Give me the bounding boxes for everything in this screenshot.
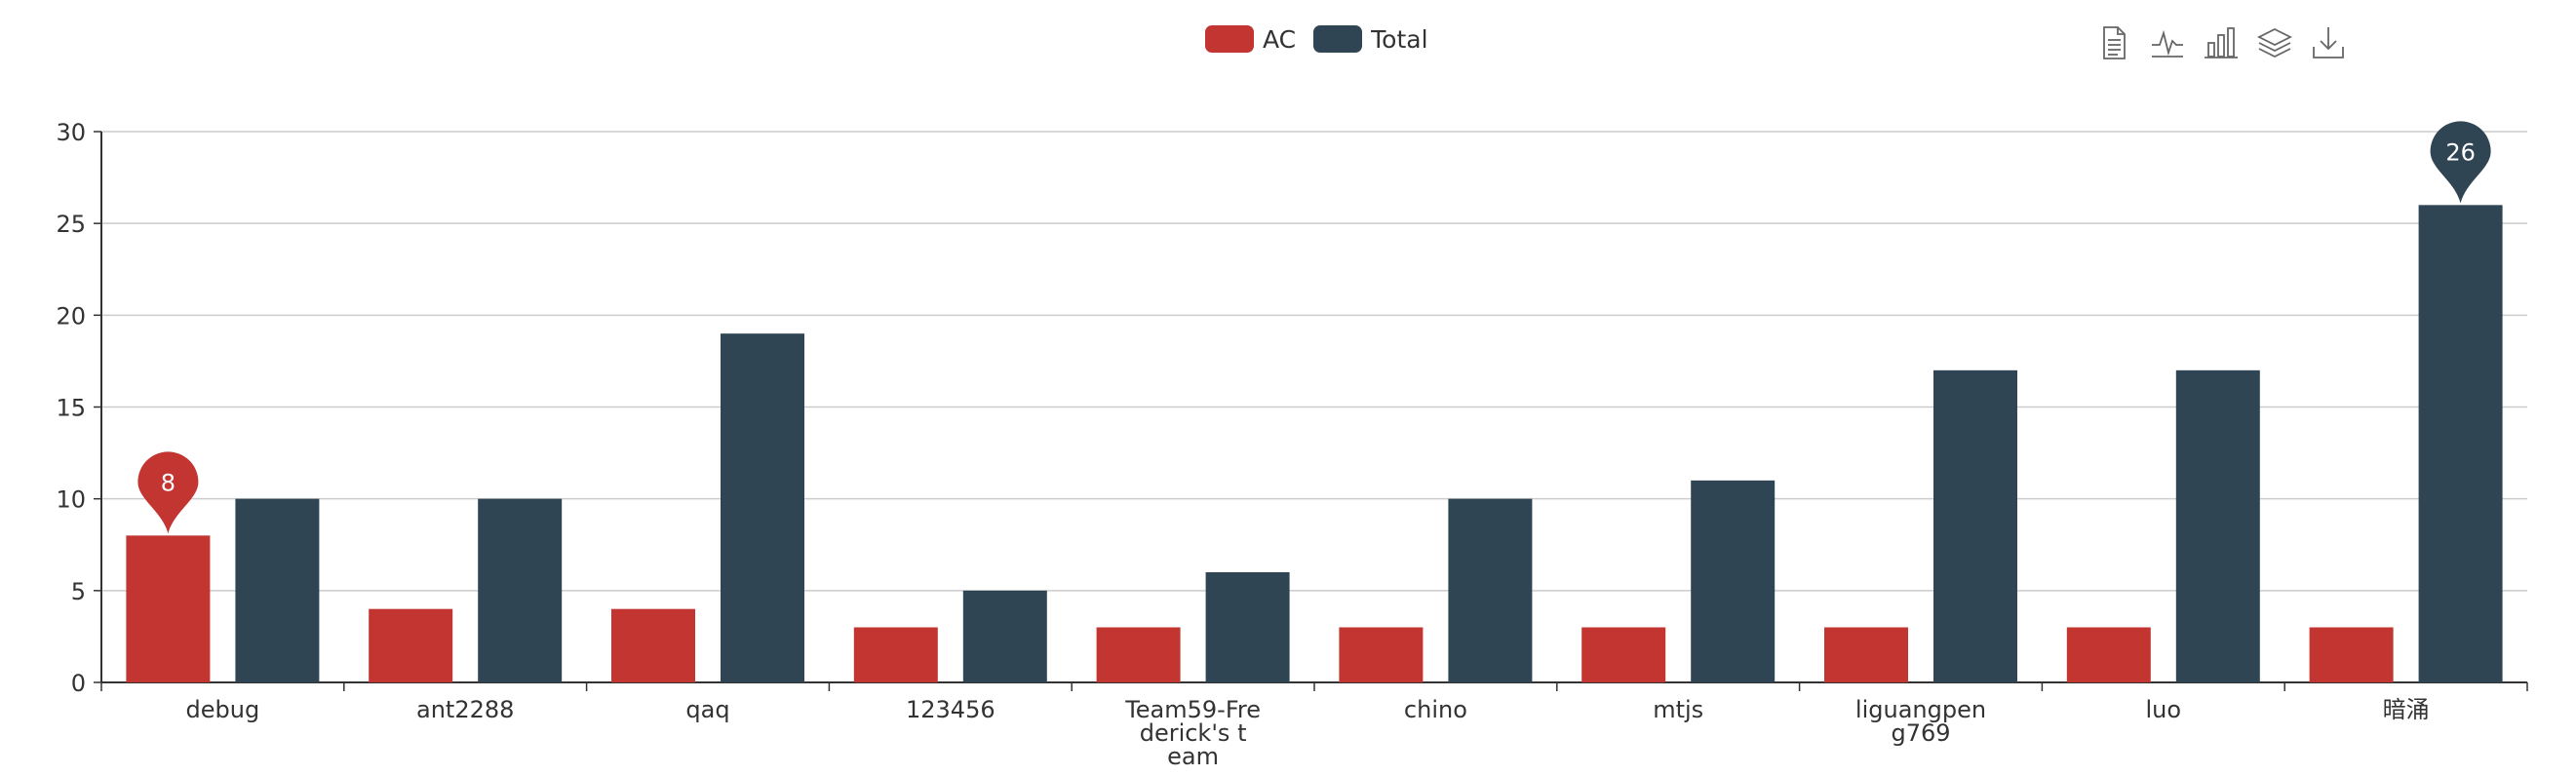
bar-total: [1691, 480, 1776, 682]
y-tick-label: 5: [71, 578, 86, 605]
legend-item-ac[interactable]: AC: [1205, 25, 1296, 54]
bar-ac: [2309, 627, 2394, 682]
bar-ac: [369, 608, 453, 682]
bar-total: [2418, 205, 2503, 683]
x-tick-label: chino: [1403, 696, 1467, 723]
bar-ac: [611, 608, 695, 682]
bar-total: [235, 498, 320, 682]
bar-ac: [853, 627, 938, 682]
bar-chart-icon[interactable]: [2202, 23, 2241, 62]
save-image-icon[interactable]: [2309, 23, 2348, 62]
y-tick-label: 15: [56, 395, 86, 422]
data-view-icon[interactable]: [2094, 23, 2133, 62]
y-tick-label: 30: [56, 119, 86, 146]
legend-item-total[interactable]: Total: [1313, 24, 1428, 54]
toolbox: [2094, 23, 2362, 62]
y-tick-label: 0: [71, 670, 86, 697]
bar-ac: [1096, 627, 1181, 682]
x-tick-label: qaq: [685, 696, 730, 723]
x-tick-label: debug: [185, 696, 260, 723]
bar-total: [1448, 498, 1533, 682]
x-tick-label: 123456: [905, 696, 995, 723]
x-tick-label: mtjs: [1653, 696, 1704, 723]
bar-ac: [1824, 627, 1908, 682]
bar-total: [2175, 369, 2260, 682]
y-tick-label: 25: [56, 211, 86, 238]
legend-label-ac: AC: [1263, 24, 1297, 54]
bar-total: [478, 498, 563, 682]
bar-ac: [2066, 627, 2151, 682]
line-chart-icon[interactable]: [2148, 23, 2187, 62]
bar-ac: [1581, 627, 1666, 682]
stack-icon[interactable]: [2255, 23, 2294, 62]
bar-ac: [126, 535, 211, 682]
legend-swatch-ac: [1205, 25, 1254, 53]
max-marker-pin: [137, 451, 199, 534]
bar-total: [1205, 572, 1290, 682]
legend: AC Total: [1205, 19, 1446, 58]
legend-swatch-total: [1313, 25, 1363, 53]
x-tick-label: luo: [2145, 696, 2182, 723]
bar-total: [721, 333, 804, 682]
x-tick-label: liguangpen g769: [1854, 696, 1987, 747]
y-tick-label: 10: [56, 486, 86, 514]
x-tick-label: ant2288: [415, 696, 515, 723]
x-tick-label: 暗涌: [2382, 696, 2430, 723]
x-tick-label: Team59-Fre derick's t eam: [1125, 696, 1261, 770]
max-marker-label: 26: [2445, 138, 2476, 166]
max-marker-pin: [2430, 121, 2491, 204]
bar-total: [1933, 369, 2017, 682]
y-tick-label: 20: [56, 302, 86, 330]
max-marker-label: 8: [161, 469, 176, 496]
bar-total: [962, 590, 1047, 682]
bar-ac: [1339, 627, 1424, 682]
legend-label-total: Total: [1371, 24, 1428, 54]
